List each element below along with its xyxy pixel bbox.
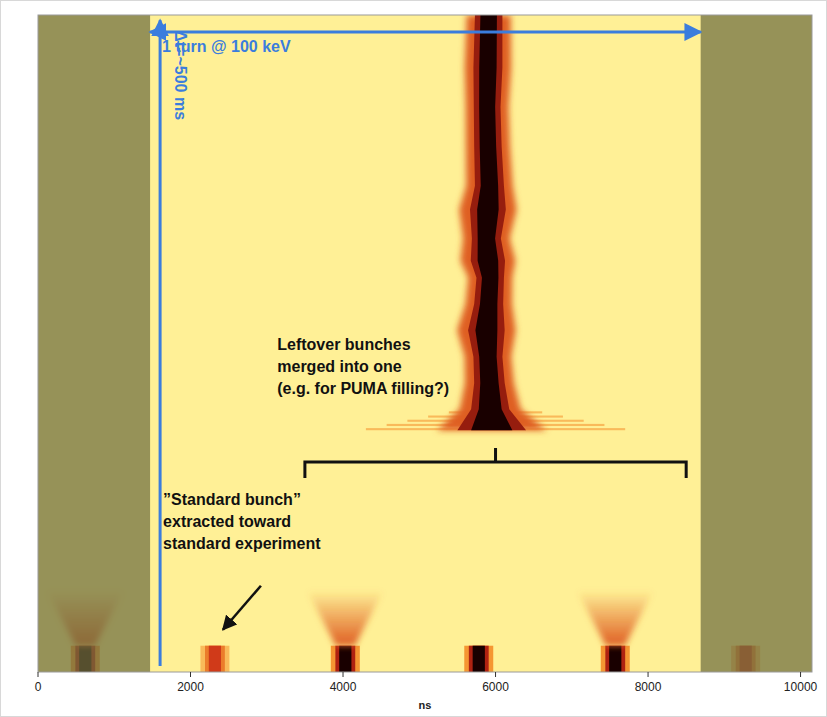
tick — [648, 672, 649, 677]
tick-label: 8000 — [635, 680, 662, 694]
annotations: 1 turn @ 100 keVΔt=~500 msLeftover bunch… — [150, 20, 701, 666]
outside-turn — [701, 15, 812, 672]
standard-arrow — [223, 586, 261, 630]
bunch — [339, 646, 351, 672]
plot-area — [38, 15, 812, 672]
bunch — [601, 646, 630, 672]
merged-bunch-core — [471, 15, 512, 430]
duration-label: Δt=~500 ms — [172, 30, 189, 120]
tick — [38, 672, 39, 677]
bunch — [464, 646, 493, 672]
bracket — [305, 448, 686, 478]
tick-label: 2000 — [177, 680, 204, 694]
leftover-label: Leftover bunches — [277, 336, 410, 353]
window-border — [1, 1, 827, 717]
merged-bunch-mid — [457, 15, 526, 430]
tick-label: 10000 — [784, 680, 818, 694]
leftover-label: (e.g. for PUMA filling?) — [277, 380, 449, 397]
bunch — [205, 646, 225, 672]
tick-label: 6000 — [482, 680, 509, 694]
merged-bunch-halo — [437, 15, 547, 430]
debunching — [307, 591, 383, 646]
bunch — [605, 646, 625, 672]
tick — [190, 672, 191, 677]
plot-frame — [38, 15, 812, 672]
bunch — [335, 646, 355, 672]
bunch — [609, 646, 621, 672]
tick-label: 0 — [35, 680, 42, 694]
bunch — [331, 646, 360, 672]
leftover-label: merged into one — [277, 358, 402, 375]
bunch — [209, 646, 221, 672]
standard-label: extracted toward — [163, 513, 291, 530]
tick — [343, 672, 344, 677]
tick — [800, 672, 801, 677]
tick — [495, 672, 496, 677]
bunch — [200, 646, 229, 672]
tick-label: 4000 — [330, 680, 357, 694]
outside-turn — [38, 15, 150, 672]
debunching — [577, 591, 653, 646]
chart: 0 2000 4000 6000 8000 10000 ns 1 turn @ 100 keV… — [0, 0, 827, 717]
turn-arrow — [150, 31, 701, 34]
standard-label: ”Standard bunch” — [163, 491, 301, 508]
bunch — [469, 646, 489, 672]
standard-label: standard experiment — [163, 535, 321, 552]
background — [38, 15, 812, 672]
duration-arrow — [159, 20, 162, 666]
axis-title: ns — [419, 699, 432, 711]
bunch — [473, 646, 485, 672]
